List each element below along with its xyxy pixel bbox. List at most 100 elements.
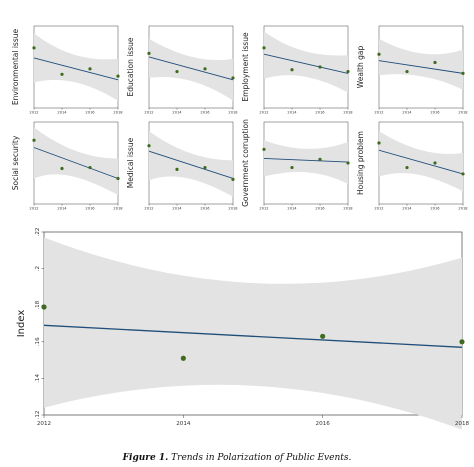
y-axis-label: Medical issue xyxy=(126,137,135,188)
x-tick-label: 2014 xyxy=(172,207,182,211)
x-tick-label: 2012 xyxy=(29,207,38,211)
fit-line xyxy=(263,157,349,163)
data-point xyxy=(262,147,266,151)
x-tick-label: 2014 xyxy=(57,207,67,211)
fit-line xyxy=(33,147,119,179)
data-point xyxy=(231,177,235,181)
x-tick-label: 2016 xyxy=(315,111,325,115)
chart-housing-problem: 2012 2014 2016 2018 Housing problem xyxy=(356,121,468,211)
x-tick-label: 2018 xyxy=(228,111,238,115)
chart-government-corruption: 2012 2014 2016 2018 Government corruption xyxy=(241,119,353,211)
data-point xyxy=(60,72,64,76)
x-tick-label: 2012 xyxy=(259,207,268,211)
y-axis-label: Government corruption xyxy=(241,119,250,207)
data-point xyxy=(147,51,151,55)
x-tick-label: 2012 xyxy=(144,207,153,211)
figure-caption-label: Figure 1. xyxy=(122,453,169,463)
y-tick-label: .14 xyxy=(35,374,41,383)
y-axis-label: Wealth gap xyxy=(356,46,365,89)
panel-social-security: 2012 2014 2016 2018 Social security xyxy=(4,116,123,232)
fit-line xyxy=(263,53,349,74)
confidence-band xyxy=(264,140,348,184)
data-point xyxy=(320,333,326,339)
y-tick-label: .12 xyxy=(35,411,41,420)
data-point xyxy=(377,52,381,56)
confidence-band xyxy=(379,131,463,192)
panel-government-corruption: 2012 2014 2016 2018 Government corruption xyxy=(234,116,353,232)
data-point xyxy=(346,69,350,74)
data-point xyxy=(88,67,92,71)
data-point xyxy=(318,65,322,69)
y-tick-label: .2 xyxy=(35,266,41,271)
x-tick-label: 2018 xyxy=(113,111,123,115)
data-point xyxy=(41,304,47,310)
chart-index: 2012 2014 2016 2018 .22 .2 .18 .16 .14 .12 Index xyxy=(16,228,470,430)
x-tick-label: 2016 xyxy=(430,207,440,211)
data-point xyxy=(405,165,409,170)
data-point xyxy=(377,141,381,145)
chart-employment-issue: 2012 2014 2016 2018 Employment issue xyxy=(241,25,353,115)
data-point xyxy=(88,165,92,170)
data-point xyxy=(116,74,120,78)
fit-line xyxy=(148,150,234,179)
x-tick-label: 2012 xyxy=(144,111,153,115)
data-point xyxy=(147,144,151,148)
data-point xyxy=(116,176,120,181)
data-point xyxy=(60,166,64,171)
data-point xyxy=(32,138,36,142)
data-point xyxy=(405,69,409,74)
data-point xyxy=(203,67,207,71)
x-tick-label: 2012 xyxy=(374,111,383,115)
data-point xyxy=(290,165,294,170)
y-axis-label: Education issue xyxy=(126,37,135,96)
y-tick-label: .22 xyxy=(35,228,41,237)
x-tick-label: 2016 xyxy=(85,111,95,115)
x-tick-label: 2012 xyxy=(259,111,268,115)
chart-wealth-gap: 2012 2014 2016 2018 Wealth gap xyxy=(356,25,468,115)
figure-caption: Figure 1. Trends in Polarization of Publ… xyxy=(0,450,474,467)
x-tick-label: 2012 xyxy=(374,207,383,211)
panel-wealth-gap: 2012 2014 2016 2018 Wealth gap xyxy=(349,20,468,136)
x-tick-label: 2018 xyxy=(113,207,123,211)
data-point xyxy=(290,68,294,72)
x-tick-label: 2016 xyxy=(200,207,210,211)
y-axis-label: Environmental issue xyxy=(11,29,20,106)
fit-line xyxy=(378,60,464,74)
fit-line xyxy=(148,56,234,81)
data-point xyxy=(175,69,179,74)
x-tick-label: 2012 xyxy=(29,111,38,115)
x-tick-label: 2014 xyxy=(402,207,412,211)
confidence-band xyxy=(149,131,233,197)
data-point xyxy=(461,172,465,176)
data-point xyxy=(180,355,186,361)
x-tick-label: 2018 xyxy=(458,111,468,115)
y-axis-label: Employment issue xyxy=(241,32,250,102)
data-point xyxy=(461,71,465,75)
panel-employment-issue: 2012 2014 2016 2018 Employment issue xyxy=(234,20,353,136)
x-tick-label: 2014 xyxy=(287,207,297,211)
x-tick-label: 2018 xyxy=(455,421,470,427)
y-axis-label: Index xyxy=(16,310,27,338)
x-tick-label: 2014 xyxy=(287,111,297,115)
x-tick-label: 2014 xyxy=(172,111,182,115)
chart-education-issue: 2012 2014 2016 2018 Education issue xyxy=(126,25,238,115)
panel-education-issue: 2012 2014 2016 2018 Education issue xyxy=(119,20,238,136)
fit-line xyxy=(378,149,464,175)
x-tick-label: 2016 xyxy=(315,207,325,211)
fit-line xyxy=(43,324,463,348)
x-tick-label: 2016 xyxy=(85,207,95,211)
confidence-band xyxy=(379,38,463,90)
chart-environmental-issue: 2012 2014 2016 2018 Environmental issue xyxy=(11,25,123,115)
confidence-band xyxy=(44,237,462,430)
x-tick-label: 2018 xyxy=(343,111,353,115)
confidence-band xyxy=(34,33,118,101)
x-tick-label: 2018 xyxy=(458,207,468,211)
panel-environmental-issue: 2012 2014 2016 2018 Environmental issue xyxy=(4,20,123,136)
y-tick-label: .16 xyxy=(35,337,41,346)
fit-line xyxy=(33,57,119,81)
figure-caption-text: Trends in Polarization of Public Events. xyxy=(171,453,352,463)
data-point xyxy=(433,161,437,165)
x-tick-label: 2012 xyxy=(37,421,51,427)
data-point xyxy=(318,157,322,161)
confidence-band xyxy=(264,31,348,93)
